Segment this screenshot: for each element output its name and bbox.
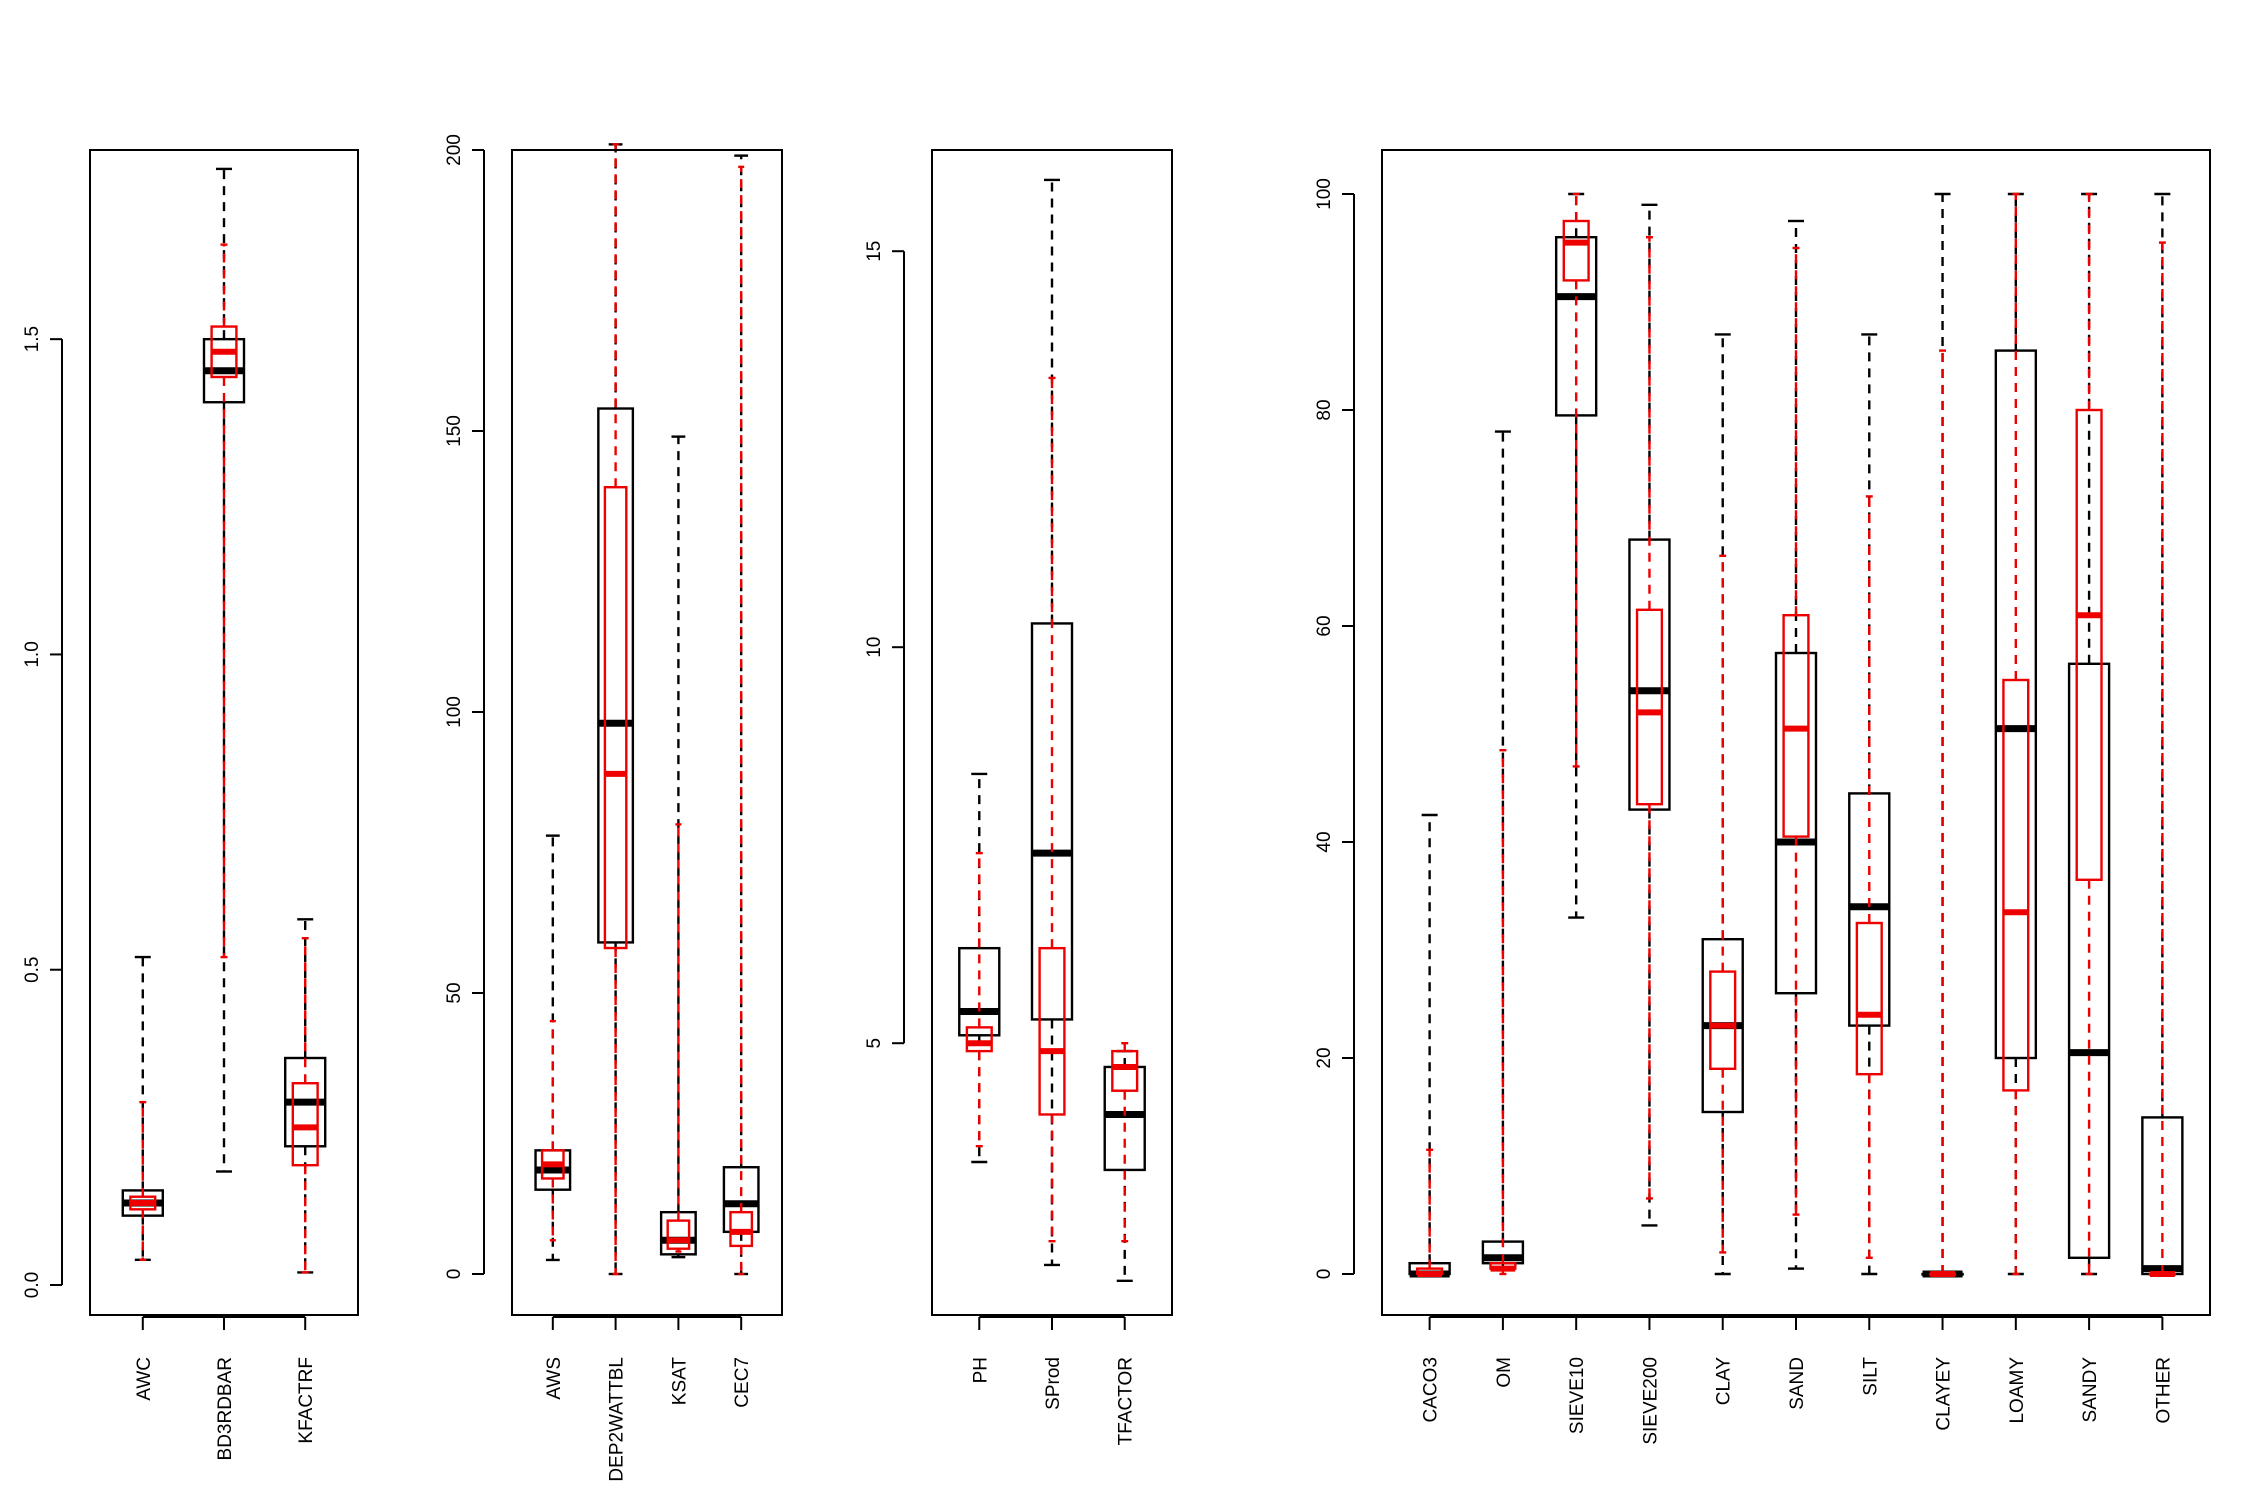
x-tick-label: SILT xyxy=(1860,1357,1881,1396)
x-tick-label: KFACTRF xyxy=(296,1357,317,1444)
red-box-cec7 xyxy=(729,165,754,1276)
red-box-clayey xyxy=(1928,349,1957,1277)
x-tick-label: CACO3 xyxy=(1421,1357,1442,1422)
x-tick-label: KSAT xyxy=(669,1357,690,1406)
x-tick-label: LOAMY xyxy=(2007,1357,2028,1424)
y-tick-label: 0 xyxy=(1314,1269,1335,1280)
red-box-kfactrf xyxy=(291,936,319,1274)
iqr-box xyxy=(2067,662,2111,1259)
iqr-box xyxy=(291,1082,319,1167)
red-box-dep2wattbl xyxy=(603,143,628,1276)
y-tick-label: 50 xyxy=(444,982,465,1003)
red-box-bd3rdbar xyxy=(210,243,238,959)
y-tick-label: 200 xyxy=(444,134,465,166)
red-box-om xyxy=(1489,749,1517,1276)
red-box-caco3 xyxy=(1416,1148,1444,1277)
y-tick-label: 80 xyxy=(1314,399,1335,420)
red-box-silt xyxy=(1855,495,1883,1260)
iqr-box xyxy=(1562,219,1590,282)
red-box-sieve200 xyxy=(1635,235,1664,1200)
red-box-sand xyxy=(1782,246,1810,1216)
x-tick-label: BD3RDBAR xyxy=(215,1357,236,1460)
y-tick-label: 1.0 xyxy=(22,641,43,667)
y-tick-label: 0 xyxy=(444,1269,465,1280)
x-tick-label: PH xyxy=(970,1357,991,1383)
y-tick-label: 60 xyxy=(1314,615,1335,636)
y-tick-label: 20 xyxy=(1314,1047,1335,1068)
x-tick-label: OTHER xyxy=(2153,1357,2174,1424)
x-tick-label: CLAYEY xyxy=(1934,1357,1955,1431)
x-tick-label: OM xyxy=(1494,1357,1515,1388)
iqr-box xyxy=(666,1219,691,1250)
red-box-tfactor xyxy=(1111,1041,1139,1243)
black-box-tfactor xyxy=(1103,1049,1146,1283)
x-tick-label: SIEVE200 xyxy=(1640,1357,1661,1445)
iqr-box xyxy=(603,486,628,950)
red-box-ksat xyxy=(666,823,691,1253)
y-tick-label: 100 xyxy=(444,696,465,728)
y-tick-label: 100 xyxy=(1314,178,1335,210)
red-box-awc xyxy=(129,1100,157,1261)
red-box-clay xyxy=(1709,554,1737,1254)
black-box-caco3 xyxy=(1408,813,1451,1278)
red-box-sprod xyxy=(1038,376,1066,1243)
x-tick-label: TFACTOR xyxy=(1116,1357,1137,1445)
iqr-box xyxy=(1855,921,1883,1076)
iqr-box xyxy=(1628,538,1671,811)
iqr-box xyxy=(1709,970,1737,1070)
red-box-sieve10 xyxy=(1562,192,1590,768)
iqr-box xyxy=(1038,946,1066,1116)
boxplot-panel-3: 5 10 15 PH SProd TFACTOR xyxy=(864,149,1173,1445)
x-tick-label: CEC7 xyxy=(732,1357,753,1408)
x-tick-label: SIEVE10 xyxy=(1567,1357,1588,1434)
red-box-ph xyxy=(965,851,993,1148)
red-box-loamy xyxy=(2002,192,2030,1276)
boxplot-panel-4: 0 20 40 60 80 100 CACO3 OM SIEVE10 SIEVE200 CLAY SA… xyxy=(1314,149,2211,1445)
red-box-sandy xyxy=(2075,192,2103,1276)
iqr-box xyxy=(1030,622,1074,1021)
plot-frame xyxy=(1381,149,2211,1316)
x-tick-label: AWS xyxy=(544,1357,565,1400)
red-box-aws xyxy=(540,1019,565,1242)
plot-frame xyxy=(931,149,1173,1316)
iqr-box xyxy=(1774,651,1818,995)
y-tick-label: 5 xyxy=(864,1038,885,1049)
iqr-box xyxy=(1994,349,2038,1060)
y-tick-label: 10 xyxy=(864,637,885,658)
iqr-box xyxy=(2002,678,2030,1092)
x-tick-label: AWC xyxy=(134,1357,155,1401)
iqr-box xyxy=(958,946,1001,1037)
boxplot-panel-1: 0.0 0.5 1.0 1.5 AWC BD3RDBAR KFACTRF xyxy=(22,149,359,1460)
plot-frame xyxy=(89,149,359,1316)
x-tick-label: SAND xyxy=(1787,1357,1808,1410)
x-tick-label: DEP2WATTBL xyxy=(607,1357,628,1482)
red-box-other xyxy=(2148,241,2176,1277)
iqr-box xyxy=(1111,1049,1139,1092)
y-tick-label: 0.5 xyxy=(22,957,43,983)
y-tick-label: 150 xyxy=(444,415,465,447)
y-tick-label: 0.0 xyxy=(22,1272,43,1298)
iqr-box xyxy=(597,407,635,944)
y-tick-label: 1.5 xyxy=(22,326,43,352)
x-tick-label: CLAY xyxy=(1714,1357,1735,1406)
iqr-box xyxy=(2075,408,2103,881)
x-tick-label: SANDY xyxy=(2080,1357,2101,1423)
y-tick-label: 40 xyxy=(1314,831,1335,852)
y-tick-label: 15 xyxy=(864,241,885,262)
x-tick-label: SProd xyxy=(1043,1357,1064,1410)
plot-frame xyxy=(511,149,783,1316)
iqr-box xyxy=(965,1026,993,1053)
boxplot-panel-2: 0 50 100 150 200 AWS DEP2WATTBL KSAT CEC7 xyxy=(444,134,783,1482)
iqr-box xyxy=(1103,1065,1146,1172)
black-box-dep2wattbl xyxy=(597,143,635,1276)
iqr-box xyxy=(1635,608,1664,806)
iqr-box xyxy=(1554,235,1598,417)
